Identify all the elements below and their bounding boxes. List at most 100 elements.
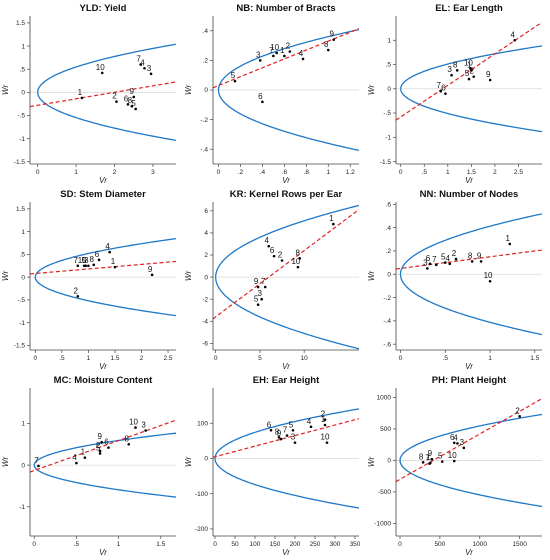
y-tick-label: -1 [19,504,25,511]
point-label: 10 [129,418,138,427]
x-tick-label: 2.5 [164,355,173,362]
parabola-upper [399,413,542,461]
data-point [326,48,330,52]
data-point [115,100,118,103]
point-label: 1 [81,448,86,457]
data-point [132,95,136,99]
y-tick-label: -.5 [383,110,391,117]
regression-line [213,28,359,89]
point-label: 4 [265,236,270,245]
point-label: 6 [450,433,455,442]
point-label: 7 [283,426,288,435]
x-tick-label: 10 [301,355,309,362]
point-label: 6 [270,246,275,255]
x-axis-label: Vr [465,176,473,185]
x-tick-label: 350 [350,541,361,548]
plot-area [30,237,176,317]
x-axis-label: Vr [99,362,107,371]
y-tick-label: 6 [204,208,208,215]
point-label: 5 [231,71,236,80]
y-tick-label: 0 [387,271,391,278]
point-label: 1 [467,60,472,69]
parabola-lower [217,89,359,152]
point-label: 7 [34,456,39,465]
point-label: 2 [286,42,291,51]
data-point [279,437,283,441]
y-tick-label: 0 [21,274,25,281]
point-label: 6 [124,94,129,103]
x-tick-label: 0 [399,355,403,362]
chart-title: KR: Kernel Rows per Ear [230,189,343,200]
regression-line [213,209,359,320]
point-label: 7 [432,255,437,264]
y-tick-label: -.2 [200,117,208,124]
point-label: 2 [321,410,326,419]
y-tick-label: 1000 [377,395,392,402]
chart-title: NN: Number of Nodes [420,189,519,200]
parabola-lower [399,460,542,508]
y-tick-label: .4 [386,225,392,232]
point-label: 8 [275,427,280,436]
data-point [108,250,111,254]
x-tick-label: 1.2 [346,169,355,176]
y-tick-label: -500 [378,489,391,496]
x-tick-label: 2 [140,355,144,362]
point-label: 3 [84,256,89,265]
point-label: 10 [78,256,87,265]
data-point [256,303,260,307]
regression-line [30,419,176,473]
x-tick-label: 500 [434,541,445,548]
data-point [261,100,264,104]
point-label: 4 [72,453,77,462]
data-point [272,254,276,258]
regression-line [30,81,176,108]
point-label: 2 [96,441,101,450]
point-label: 7 [425,454,430,463]
parabola-lower [34,277,176,317]
point-label: 6 [426,254,431,263]
chart-panel-eh: EH: Ear Height 0 50 100 150 200 250 300 350 -200-… [183,372,366,558]
parabola-upper [33,432,176,466]
data-point [479,260,483,263]
data-point [258,59,262,62]
x-tick-label: .4 [260,169,266,176]
y-axis-label: Wr [367,85,376,96]
data-point [450,73,453,77]
point-label: 4 [140,58,145,67]
y-tick-label: .2 [386,248,392,255]
data-point [98,449,102,453]
x-tick-label: 5 [258,355,262,362]
point-label: 2 [452,249,457,258]
point-label: 5 [438,452,443,461]
data-point [126,103,130,106]
y-tick-label: 0 [204,87,208,94]
y-tick-label: -.6 [383,341,391,348]
point-label: 8 [295,248,300,257]
y-tick-label: 100 [197,420,208,427]
y-tick-label: 0 [387,86,391,93]
y-tick-label: 0 [21,90,25,97]
point-label: 8 [468,251,473,260]
point-label: 3 [447,65,452,74]
y-tick-label: -1.5 [380,159,392,166]
x-axis-label: Vr [465,548,473,557]
point-label: 9 [277,429,282,438]
data-point [508,242,512,246]
data-point [467,77,471,81]
point-label: 5 [254,295,259,304]
point-label: 2 [112,92,117,101]
data-point [309,425,313,429]
point-label: 1 [78,88,83,97]
y-tick-label: -1 [385,135,391,142]
data-point [92,263,96,267]
data-point [256,285,260,289]
point-label: 1 [506,234,511,243]
data-point [421,461,425,464]
x-tick-label: 0 [398,541,402,548]
point-label: 9 [254,277,259,286]
y-axis-label: Wr [184,457,193,468]
x-tick-label: 0 [217,169,221,176]
